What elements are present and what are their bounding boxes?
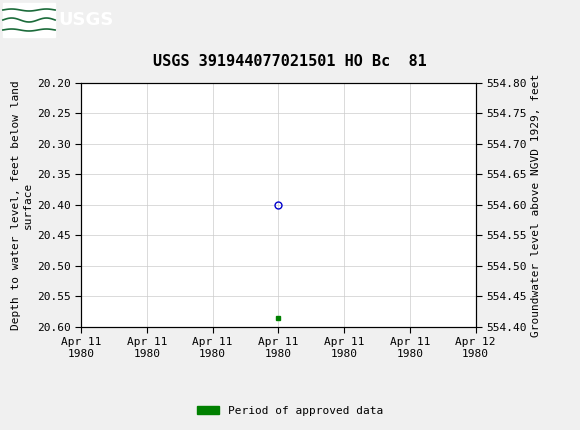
FancyBboxPatch shape xyxy=(3,3,55,37)
Y-axis label: Depth to water level, feet below land
surface: Depth to water level, feet below land su… xyxy=(11,80,33,330)
Y-axis label: Groundwater level above NGVD 1929, feet: Groundwater level above NGVD 1929, feet xyxy=(531,73,541,337)
Text: USGS: USGS xyxy=(58,11,113,29)
Text: USGS 391944077021501 HO Bc  81: USGS 391944077021501 HO Bc 81 xyxy=(153,54,427,69)
Legend: Period of approved data: Period of approved data xyxy=(193,401,387,420)
